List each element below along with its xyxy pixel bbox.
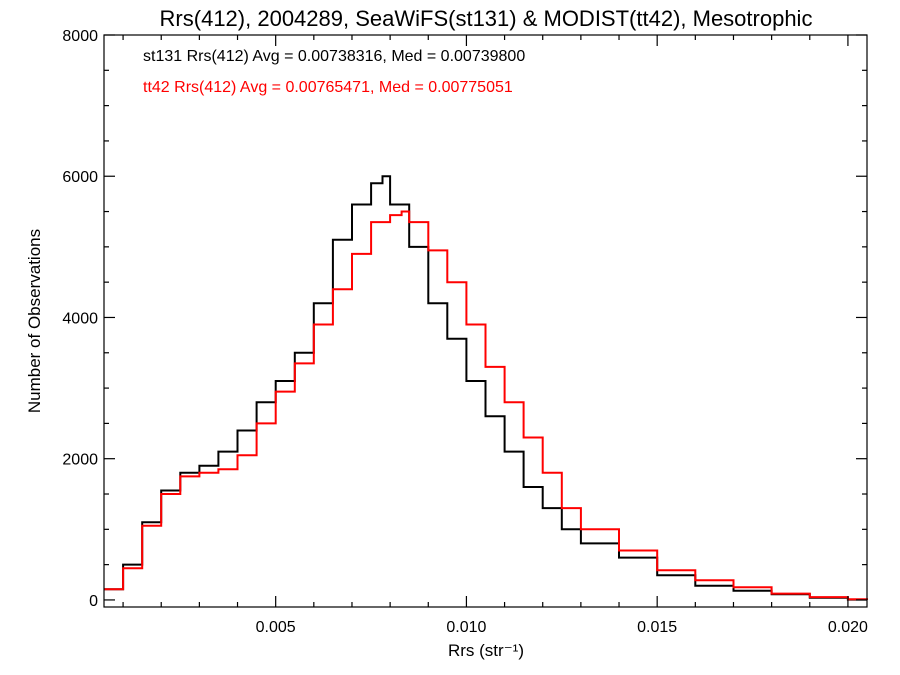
x-tick-label: 0.010 <box>446 619 486 636</box>
x-tick-label: 0.015 <box>637 619 677 636</box>
y-tick-label: 4000 <box>62 310 98 327</box>
plot-area <box>104 175 868 601</box>
series-0-line <box>104 175 868 601</box>
x-tick-label: 0.020 <box>828 619 868 636</box>
y-tick-label: 0 <box>89 593 98 610</box>
y-tick-label: 6000 <box>62 169 98 186</box>
stats-annotation-st131: st131 Rrs(412) Avg = 0.00738316, Med = 0… <box>143 48 525 65</box>
x-tick-label: 0.005 <box>256 619 296 636</box>
axes: 0.005 0.010 0.015 0.020 0 2000 4000 6000 8000 <box>62 28 868 636</box>
stats-annotation-tt42: tt42 Rrs(412) Avg = 0.00765471, Med = 0.… <box>143 79 513 96</box>
y-axis-label: Number of Observations <box>25 229 44 413</box>
y-tick-label: 2000 <box>62 452 98 469</box>
y-tick-label: 8000 <box>62 28 98 45</box>
x-axis-label: Rrs (str⁻¹) <box>448 641 524 660</box>
chart-title: Rrs(412), 2004289, SeaWiFS(st131) & MODI… <box>160 6 813 31</box>
series-1-line <box>104 210 868 601</box>
plot-frame <box>103 34 868 608</box>
